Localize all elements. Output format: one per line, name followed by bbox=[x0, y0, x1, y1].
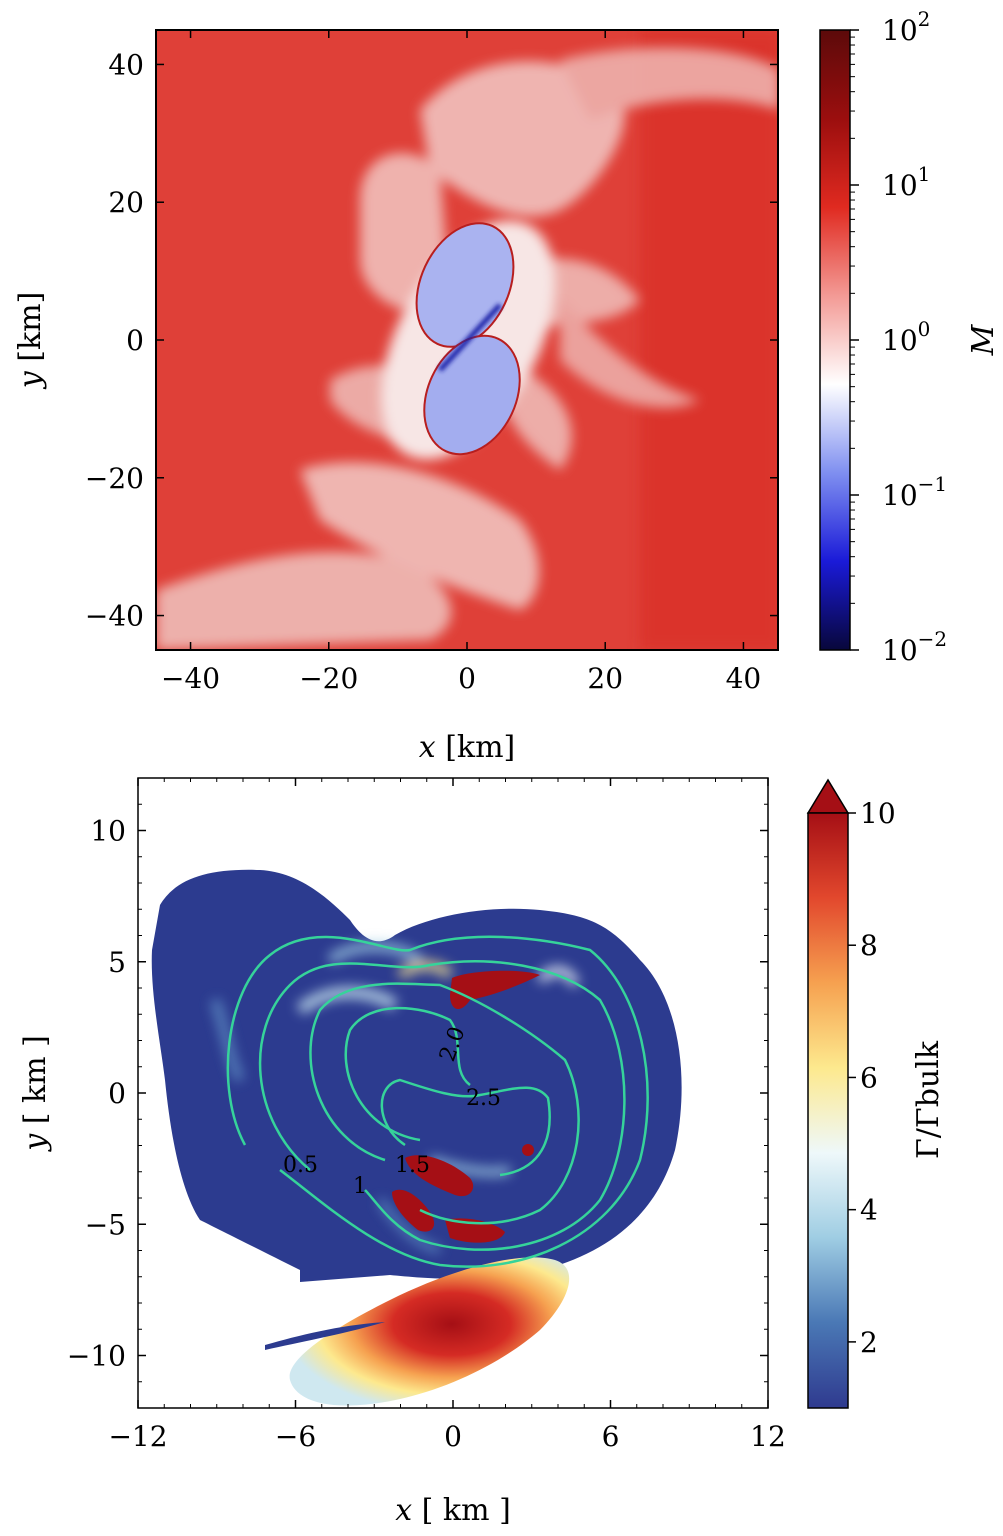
panel-1-ticks: −40 −20 0 20 40 40 20 0 −20 −40 bbox=[85, 30, 778, 695]
colorbar-2: 10 8 6 4 2 Γ/Γbulk bbox=[806, 778, 946, 1409]
panel-2-xtick-label: 6 bbox=[602, 1420, 620, 1453]
colorbar-1-ticks: 102 101 100 10−1 10−2 bbox=[850, 7, 947, 667]
panel-1: −40 −20 0 20 40 40 20 0 −20 −40 x [km] y [km] 102… bbox=[13, 7, 1001, 765]
panel-1-xtick-label: −20 bbox=[299, 662, 358, 695]
contour-1 bbox=[258, 960, 626, 1251]
panel-1-xtick-label: −40 bbox=[161, 662, 220, 695]
colorbar-2-tick-label: 2 bbox=[860, 1326, 878, 1359]
colorbar-1: 102 101 100 10−1 10−2 M bbox=[819, 7, 1001, 667]
colorbar-1-tick-label: 102 bbox=[882, 7, 930, 47]
panel-1-ytick-label: −40 bbox=[85, 600, 144, 633]
panel-1-xtick-label: 20 bbox=[587, 662, 623, 695]
panel-2-xtick-label: −12 bbox=[108, 1420, 167, 1453]
colorbar-2-label: Γ/Γbulk bbox=[911, 1040, 946, 1159]
colorbar-2-tick-label: 4 bbox=[860, 1194, 878, 1227]
panel-1-heatmap bbox=[156, 30, 778, 650]
panel-2-heatmap: 0.5 1 1.5 2.0 2.5 bbox=[138, 778, 768, 1408]
contour-label-0.5: 0.5 bbox=[283, 1153, 318, 1178]
panel-2-ticks: −12 −6 0 6 12 10 5 0 −5 −10 bbox=[67, 777, 786, 1453]
panel-2-ylabel: y [ km ] bbox=[18, 1035, 53, 1153]
hot-spot-lower-left bbox=[392, 1189, 435, 1232]
colorbar-2-tick-label: 6 bbox=[860, 1061, 878, 1094]
panel-2-xtick-label: 12 bbox=[750, 1420, 786, 1453]
contour-2.5 bbox=[380, 1078, 551, 1177]
colorbar-1-tick-label: 10−2 bbox=[882, 627, 947, 667]
panel-1-ytick-label: 0 bbox=[126, 324, 144, 357]
tail-sliver bbox=[265, 1322, 385, 1350]
hot-spot-mid bbox=[405, 1155, 474, 1197]
tail-stream bbox=[289, 1257, 570, 1406]
contour-label-1: 1 bbox=[353, 1174, 367, 1199]
panel-2-xtick-label: −6 bbox=[275, 1420, 316, 1453]
panel-1-xtick-label: 0 bbox=[458, 662, 476, 695]
panel-1-shading-right bbox=[640, 30, 778, 650]
colorbar-2-tick-label: 8 bbox=[860, 929, 878, 962]
panel-2-ytick-label: 10 bbox=[90, 815, 126, 848]
colorbar-1-label: M bbox=[966, 323, 1001, 356]
panel-1-xlabel: x [km] bbox=[419, 730, 516, 765]
panel-2-ytick-label: 5 bbox=[108, 946, 126, 979]
panel-1-ytick-label: 20 bbox=[108, 186, 144, 219]
panel-1-ylabel: y [km] bbox=[13, 292, 48, 391]
panel-1-core bbox=[415, 222, 521, 456]
colorbar-1-tick-label: 100 bbox=[882, 317, 930, 357]
colorbar-1-bar bbox=[819, 29, 851, 651]
colorbar-1-tick-label: 10−1 bbox=[882, 472, 947, 512]
panel-1-ytick-label: −20 bbox=[85, 462, 144, 495]
contour-1.5 bbox=[309, 982, 580, 1225]
contour-2.0 bbox=[344, 1006, 471, 1142]
colorbar-2-bar bbox=[807, 812, 849, 1409]
contour-labels: 0.5 1 1.5 2.0 2.5 bbox=[283, 1023, 501, 1199]
core-diagonal-streak bbox=[438, 303, 502, 372]
contour-0.5 bbox=[226, 935, 649, 1268]
contour-label-1.5: 1.5 bbox=[395, 1153, 430, 1178]
panel-1-xtick-label: 40 bbox=[726, 662, 762, 695]
colorbar-1-tick-label: 101 bbox=[882, 162, 930, 202]
hot-spot-lower-right bbox=[445, 1218, 505, 1243]
panel-2-ytick-label: −5 bbox=[85, 1208, 126, 1241]
core-lobe-lower bbox=[423, 334, 521, 456]
contours bbox=[226, 935, 649, 1268]
panel-2-xtick-label: 0 bbox=[444, 1420, 462, 1453]
colorbar-2-tick-label: 10 bbox=[860, 797, 896, 830]
contour-label-2.5: 2.5 bbox=[466, 1086, 501, 1111]
colorbar-2-extend-arrow bbox=[806, 778, 850, 814]
panel-2-ytick-label: 0 bbox=[108, 1077, 126, 1110]
colorbar-2-ticks: 10 8 6 4 2 bbox=[848, 797, 896, 1359]
panel-2-xlabel: x [ km ] bbox=[395, 1493, 511, 1528]
panel-2-ytick-label: −10 bbox=[67, 1340, 126, 1373]
hot-spot-dot bbox=[522, 1144, 534, 1156]
panel-1-ytick-label: 40 bbox=[108, 48, 144, 81]
